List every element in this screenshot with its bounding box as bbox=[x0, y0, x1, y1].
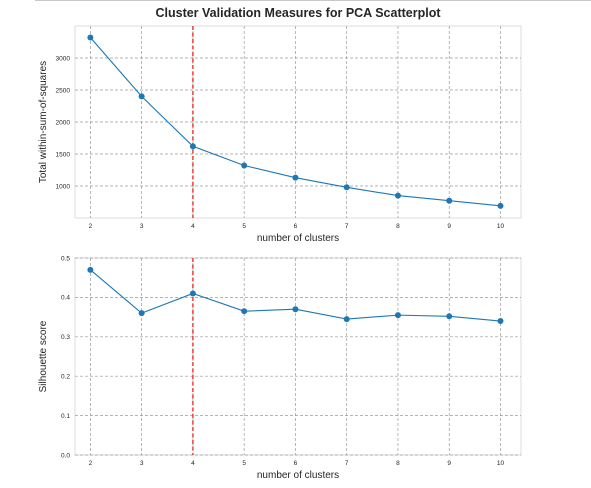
silhouette-ticks: 2 3 4 5 6 7 8 9 10 0.0 0.1 0.2 0.3 0.4 0.5 bbox=[61, 255, 505, 467]
silhouette-x-tick-label: 7 bbox=[345, 460, 349, 467]
silhouette-x-tick-label: 8 bbox=[396, 460, 400, 467]
wss-x-tick-label: 2 bbox=[89, 223, 93, 230]
wss-x-tick-label: 10 bbox=[497, 223, 505, 230]
silhouette-plot-area bbox=[74, 257, 522, 456]
wss-data-point bbox=[87, 34, 94, 41]
wss-y-tick-label: 1500 bbox=[56, 151, 71, 158]
silhouette-data-point bbox=[497, 318, 504, 325]
wss-y-tick-label: 1000 bbox=[56, 183, 71, 190]
wss-data-point bbox=[446, 197, 453, 204]
wss-grid bbox=[75, 26, 521, 218]
silhouette-x-tick-label: 4 bbox=[191, 460, 195, 467]
wss-data-point bbox=[394, 192, 401, 199]
silhouette-x-tick-label: 9 bbox=[447, 460, 451, 467]
wss-x-tick-label: 4 bbox=[191, 223, 195, 230]
wss-x-tick-label: 6 bbox=[294, 223, 298, 230]
silhouette-grid bbox=[75, 257, 521, 456]
silhouette-data-point bbox=[343, 316, 350, 323]
silhouette-y-axis-label: Silhouette score bbox=[38, 320, 49, 392]
top-divider bbox=[35, 0, 591, 1]
silhouette-y-tick-label: 0.0 bbox=[61, 452, 70, 459]
wss-x-tick-label: 7 bbox=[345, 223, 349, 230]
wss-ticks: 2 3 4 5 6 7 8 9 10 1000 1500 2000 2500 3000 bbox=[56, 55, 505, 230]
wss-data-point bbox=[497, 202, 504, 209]
wss-y-axis-label: Total within-sum-of-squares bbox=[38, 61, 49, 183]
silhouette-x-tick-label: 3 bbox=[140, 460, 144, 467]
silhouette-data-point bbox=[394, 312, 401, 319]
figure-title: Cluster Validation Measures for PCA Scat… bbox=[155, 6, 441, 20]
silhouette-x-axis-label: number of clusters bbox=[257, 470, 339, 481]
silhouette-series bbox=[87, 266, 504, 325]
silhouette-y-tick-label: 0.4 bbox=[61, 295, 70, 302]
wss-x-tick-label: 5 bbox=[242, 223, 246, 230]
wss-x-tick-label: 8 bbox=[396, 223, 400, 230]
wss-data-point bbox=[292, 174, 299, 181]
wss-data-point bbox=[241, 162, 248, 169]
silhouette-x-tick-label: 5 bbox=[242, 460, 246, 467]
wss-series bbox=[87, 34, 504, 209]
wss-data-point bbox=[138, 93, 145, 100]
silhouette-data-point bbox=[446, 313, 453, 320]
wss-y-tick-label: 3000 bbox=[56, 55, 71, 62]
wss-x-tick-label: 9 bbox=[447, 223, 451, 230]
silhouette-y-tick-label: 0.5 bbox=[61, 255, 70, 262]
silhouette-data-point bbox=[241, 308, 248, 315]
wss-x-axis-label: number of clusters bbox=[257, 233, 339, 244]
wss-panel: 2 3 4 5 6 7 8 9 10 1000 1500 2000 2500 3000 number of… bbox=[38, 25, 522, 244]
wss-y-tick-label: 2000 bbox=[56, 119, 71, 126]
wss-data-point bbox=[343, 184, 350, 191]
silhouette-x-tick-label: 6 bbox=[294, 460, 298, 467]
silhouette-y-tick-label: 0.1 bbox=[61, 413, 70, 420]
silhouette-y-tick-label: 0.3 bbox=[61, 334, 70, 341]
silhouette-x-tick-label: 2 bbox=[89, 460, 93, 467]
silhouette-data-point bbox=[292, 306, 299, 313]
silhouette-data-point bbox=[87, 266, 94, 273]
wss-y-tick-label: 2500 bbox=[56, 87, 71, 94]
wss-data-point bbox=[189, 143, 196, 150]
silhouette-y-tick-label: 0.2 bbox=[61, 374, 70, 381]
silhouette-x-tick-label: 10 bbox=[497, 460, 505, 467]
silhouette-data-point bbox=[138, 310, 145, 317]
silhouette-panel: 2 3 4 5 6 7 8 9 10 0.0 0.1 0.2 0.3 0.4 0.5 number of c… bbox=[38, 255, 522, 481]
wss-x-tick-label: 3 bbox=[140, 223, 144, 230]
silhouette-data-point bbox=[189, 290, 196, 297]
